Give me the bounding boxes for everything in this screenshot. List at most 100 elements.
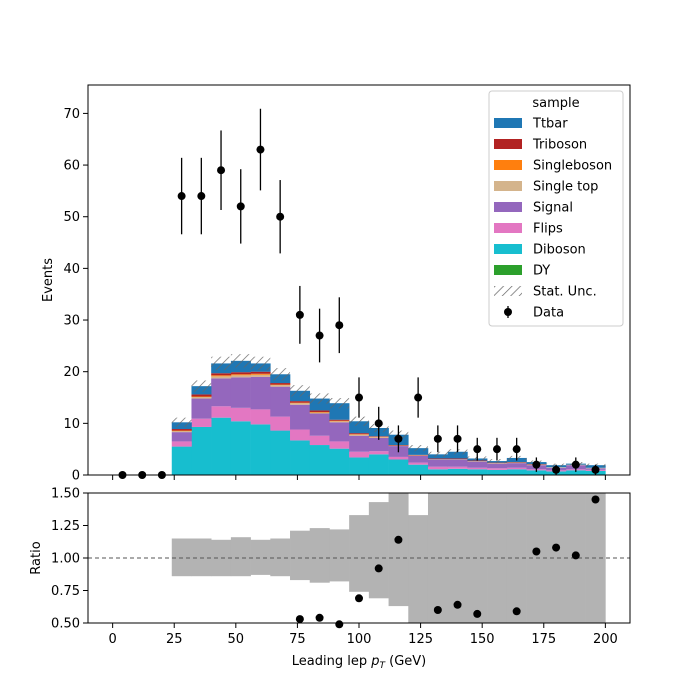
legend-entries: Ttbar Triboson Singleboson Single top Signal…	[494, 117, 612, 321]
ratio-band-13	[427, 493, 448, 623]
bar-flips-9	[349, 451, 370, 458]
data-point-4	[197, 192, 206, 201]
bar-flips-14	[447, 466, 468, 469]
bar-diboson-8	[329, 448, 350, 475]
data-point-15	[414, 393, 423, 402]
bar-diboson-5	[270, 430, 291, 475]
ratio-band-9	[349, 515, 370, 592]
ratio-point-7	[453, 600, 462, 609]
bar-single-top-14	[447, 458, 468, 460]
bar-flips-16	[487, 468, 508, 470]
legend-label-flips: Flips	[533, 222, 563, 237]
bar-signal-8	[329, 422, 350, 442]
bar-diboson-17	[506, 469, 527, 475]
ratio-point-6	[433, 606, 442, 614]
ratio-band-8	[329, 529, 350, 582]
main-y-axis-label: Events	[41, 258, 56, 302]
ratio-point-2	[335, 620, 344, 629]
stat-unc-band-1	[191, 380, 212, 392]
bar-ttbar-7	[309, 398, 330, 411]
bar-singleboson-1	[191, 396, 212, 397]
bar-singleboson-4	[250, 373, 271, 375]
bar-flips-15	[467, 467, 488, 470]
bar-flips-8	[329, 441, 350, 449]
ratio-y-tick-label-3: 1.25	[51, 519, 80, 534]
ratio-point-1	[315, 613, 324, 622]
data-point-12	[355, 393, 363, 402]
ratio-y-tick-label-0: 0.50	[51, 617, 80, 632]
bar-signal-16	[487, 463, 508, 469]
legend-swatch-diboson	[494, 244, 522, 254]
bar-flips-6	[290, 429, 311, 441]
bar-signal-15	[467, 461, 488, 468]
legend-label-dy: DY	[533, 264, 550, 279]
legend-swatch-flips	[494, 223, 522, 233]
data-point-20	[512, 445, 521, 454]
main-y-ticks: 0 10 20 30 40 50 60 70	[63, 107, 88, 484]
bar-flips-7	[309, 435, 330, 446]
bar-triboson-15	[467, 460, 488, 462]
stat-unc-band-7	[309, 393, 330, 404]
ratio-x-tick-label-8: 200	[593, 632, 618, 647]
bar-diboson-3	[230, 421, 251, 475]
data-point-21	[532, 460, 541, 469]
ratio-band-12	[408, 515, 429, 623]
data-point-10	[315, 331, 324, 340]
bar-ttbar-12	[408, 448, 429, 455]
data-point-23	[571, 460, 580, 469]
ratio-band-0	[171, 538, 192, 577]
x-axis-label-prefix: Leading lep	[292, 654, 371, 669]
ratio-band-1	[191, 538, 212, 577]
ratio-points	[295, 495, 600, 629]
legend-swatch-signal	[494, 202, 522, 212]
ratio-x-tick-label-7: 175	[531, 632, 556, 647]
stat-unc-band-0	[171, 417, 192, 427]
bar-diboson-14	[447, 468, 468, 475]
x-axis-label-sub: T	[379, 661, 386, 671]
ratio-band-3	[230, 537, 251, 577]
bar-flips-12	[408, 462, 429, 465]
bar-triboson-6	[290, 401, 311, 403]
bar-single-top-13	[427, 458, 448, 460]
ratio-band-14	[447, 493, 468, 623]
ratio-point-0	[295, 615, 304, 624]
bar-diboson-7	[309, 445, 330, 475]
ratio-point-9	[512, 607, 521, 616]
main-y-tick-label-1: 10	[63, 417, 80, 432]
bar-diboson-2	[211, 417, 232, 475]
stat-unc-band-5	[270, 368, 291, 381]
legend-box	[488, 90, 624, 327]
bar-signal-12	[408, 455, 429, 463]
bar-single-top-4	[250, 374, 271, 377]
main-panel: 0 10 20 30 40 50 60 70 Events sample Ttbar Tribo…	[41, 84, 631, 484]
bar-triboson-4	[250, 371, 271, 374]
ratio-x-tick-label-1: 25	[166, 632, 183, 647]
bar-diboson-18	[526, 470, 547, 475]
bar-triboson-9	[349, 433, 370, 435]
bar-signal-6	[290, 404, 311, 430]
bar-single-top-17	[506, 462, 527, 464]
data-point-22	[552, 465, 561, 474]
bar-singleboson-6	[290, 402, 311, 404]
main-y-tick-label-6: 60	[63, 159, 80, 174]
bar-flips-3	[230, 407, 251, 422]
ratio-band-11	[388, 493, 409, 607]
bar-single-top-7	[309, 412, 330, 414]
main-y-tick-label-0: 0	[72, 469, 80, 484]
bar-signal-13	[427, 459, 448, 467]
bar-signal-2	[211, 378, 232, 407]
bar-signal-5	[270, 386, 291, 417]
bar-signal-4	[250, 376, 271, 410]
bar-diboson-20	[565, 470, 586, 475]
bar-ttbar-14	[447, 451, 468, 459]
legend-swatch-data	[504, 308, 512, 316]
data-point-9	[295, 310, 304, 319]
bar-flips-2	[211, 406, 232, 418]
bar-single-top-15	[467, 461, 488, 462]
ratio-y-tick-label-4: 1.50	[51, 487, 80, 502]
bar-triboson-1	[191, 394, 212, 397]
ratio-band-10	[368, 502, 389, 599]
ratio-y-tick-label-2: 1.00	[51, 552, 80, 567]
ratio-x-ticks: 0 25 50 75 100 125 150 175 200	[108, 623, 618, 647]
